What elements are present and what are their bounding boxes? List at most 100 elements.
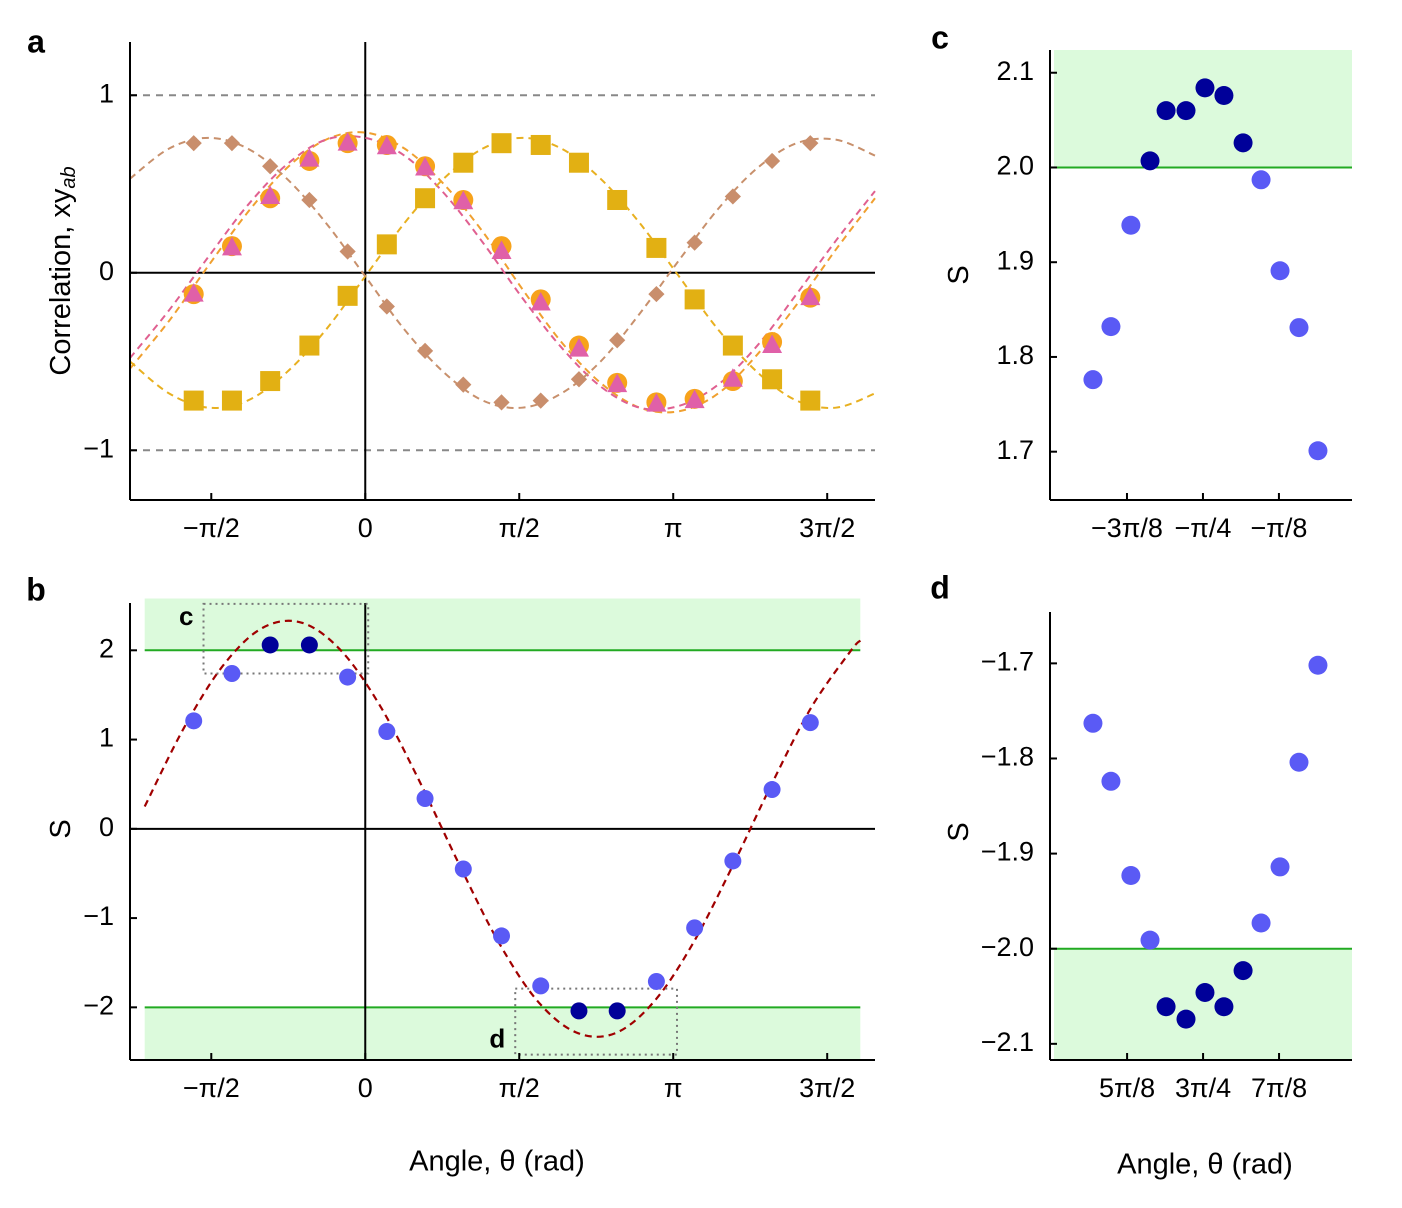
x-tick-label: 5π/8: [1099, 1073, 1155, 1103]
marker-circle: [1251, 170, 1271, 190]
x-tick-label: π/2: [499, 1073, 540, 1103]
marker-circle: [1270, 261, 1290, 281]
marker-square: [530, 134, 551, 155]
marker-square: [568, 152, 589, 173]
marker-diamond: [301, 191, 318, 209]
y-tick-label: −1: [83, 901, 114, 931]
marker-circle: [724, 852, 742, 870]
fit-curve: [129, 136, 876, 409]
marker-circle: [1121, 215, 1141, 235]
marker-circle: [1308, 441, 1328, 461]
y-axis-label: S: [943, 822, 975, 841]
marker-circle: [647, 972, 665, 990]
x-axis-label: Angle, θ (rad): [1117, 1149, 1293, 1181]
y-tick-label: −1: [83, 433, 114, 463]
panel: −2.1 −2.0 −1.9 −1.8 −1.7 5π/8 3π/4 7π/8 d S Angle,…: [930, 569, 1352, 1181]
panel-label: d: [930, 569, 950, 605]
marker-circle: [1176, 1009, 1196, 1029]
y-tick-label: −1.9: [981, 837, 1034, 867]
fit-curve: [129, 135, 876, 411]
marker-circle: [1214, 997, 1234, 1017]
marker-square: [762, 369, 783, 390]
x-tick-label: π: [664, 1073, 683, 1103]
fit-curve: [143, 619, 862, 1038]
y-tick-label: 1: [99, 78, 114, 108]
marker-circle: [339, 668, 357, 686]
marker-diamond: [763, 152, 781, 170]
y-axis-label-subscript: ab: [58, 166, 80, 188]
marker-square: [453, 152, 474, 173]
marker-circle: [686, 919, 704, 937]
marker-circle: [1233, 961, 1253, 981]
marker-circle: [493, 927, 511, 945]
y-axis-label-text: S: [943, 265, 975, 284]
marker-circle: [185, 712, 203, 730]
marker-square: [646, 237, 667, 258]
marker-circle: [532, 977, 550, 995]
fit-curve: [129, 131, 876, 414]
marker-diamond: [686, 234, 703, 251]
x-tick-label: π/2: [499, 513, 540, 543]
marker-diamond: [802, 135, 819, 152]
panel: −1 0 1 −π/2 0 π/2 π 3π/2 a Correlation, xyab: [27, 23, 876, 543]
marker-triangle: [684, 389, 705, 409]
marker-diamond: [416, 342, 434, 359]
marker-circle: [1156, 997, 1176, 1017]
marker-circle: [570, 1002, 588, 1020]
panel-label: c: [931, 19, 949, 55]
x-tick-label: 7π/8: [1251, 1073, 1307, 1103]
panel: c d −2 −1 0 1 2 −π/2 0 π/2 π 3π/2 b S Angle, θ (rad): [26, 571, 875, 1178]
marker-triangle: [221, 236, 242, 256]
marker-square: [221, 390, 242, 411]
marker-circle: [300, 636, 318, 654]
y-tick-label: 1.8: [996, 340, 1034, 370]
marker-square: [337, 285, 358, 306]
y-axis-label: S: [943, 265, 975, 284]
marker-triangle: [376, 135, 397, 155]
y-tick-label: 2: [99, 633, 114, 663]
marker-triangle: [299, 148, 320, 167]
marker-circle: [1101, 317, 1121, 337]
marker-circle: [1083, 713, 1103, 733]
marker-circle: [416, 789, 434, 807]
marker-triangle: [722, 368, 743, 387]
marker-circle: [1289, 318, 1309, 338]
inset-label: d: [489, 1024, 505, 1054]
marker-square: [491, 133, 512, 154]
marker-triangle: [453, 190, 474, 210]
marker-diamond: [378, 298, 395, 315]
shaded-band: [1054, 948, 1352, 1060]
marker-square: [800, 390, 821, 411]
marker-square: [722, 335, 743, 356]
marker-square: [684, 289, 705, 310]
y-tick-label: 1.9: [996, 245, 1034, 275]
marker-square: [415, 188, 436, 209]
marker-circle: [608, 1002, 626, 1020]
marker-circle: [1140, 930, 1160, 950]
x-tick-label: −π/2: [183, 513, 240, 543]
inset-box: [202, 602, 370, 675]
marker-diamond: [609, 332, 626, 349]
x-tick-label: −π/2: [183, 1073, 240, 1103]
marker-circle: [1289, 752, 1309, 772]
marker-circle: [223, 665, 241, 683]
marker-circle: [801, 714, 819, 732]
marker-circle: [1195, 982, 1215, 1002]
y-tick-label: −1.7: [981, 646, 1034, 676]
y-tick-label: 1: [99, 723, 114, 753]
x-tick-label: π: [664, 513, 683, 543]
marker-circle: [1121, 865, 1141, 885]
marker-diamond: [493, 394, 510, 411]
marker-triangle: [530, 291, 551, 311]
y-tick-label: 2.0: [996, 151, 1034, 181]
fit-curve: [129, 136, 876, 409]
marker-circle: [1308, 655, 1328, 675]
marker-diamond: [455, 376, 472, 393]
y-axis-label: S: [45, 819, 77, 838]
y-axis-label-text: S: [45, 819, 77, 838]
marker-diamond: [570, 371, 588, 388]
y-tick-label: −2.0: [981, 932, 1034, 962]
marker-triangle: [337, 132, 358, 151]
